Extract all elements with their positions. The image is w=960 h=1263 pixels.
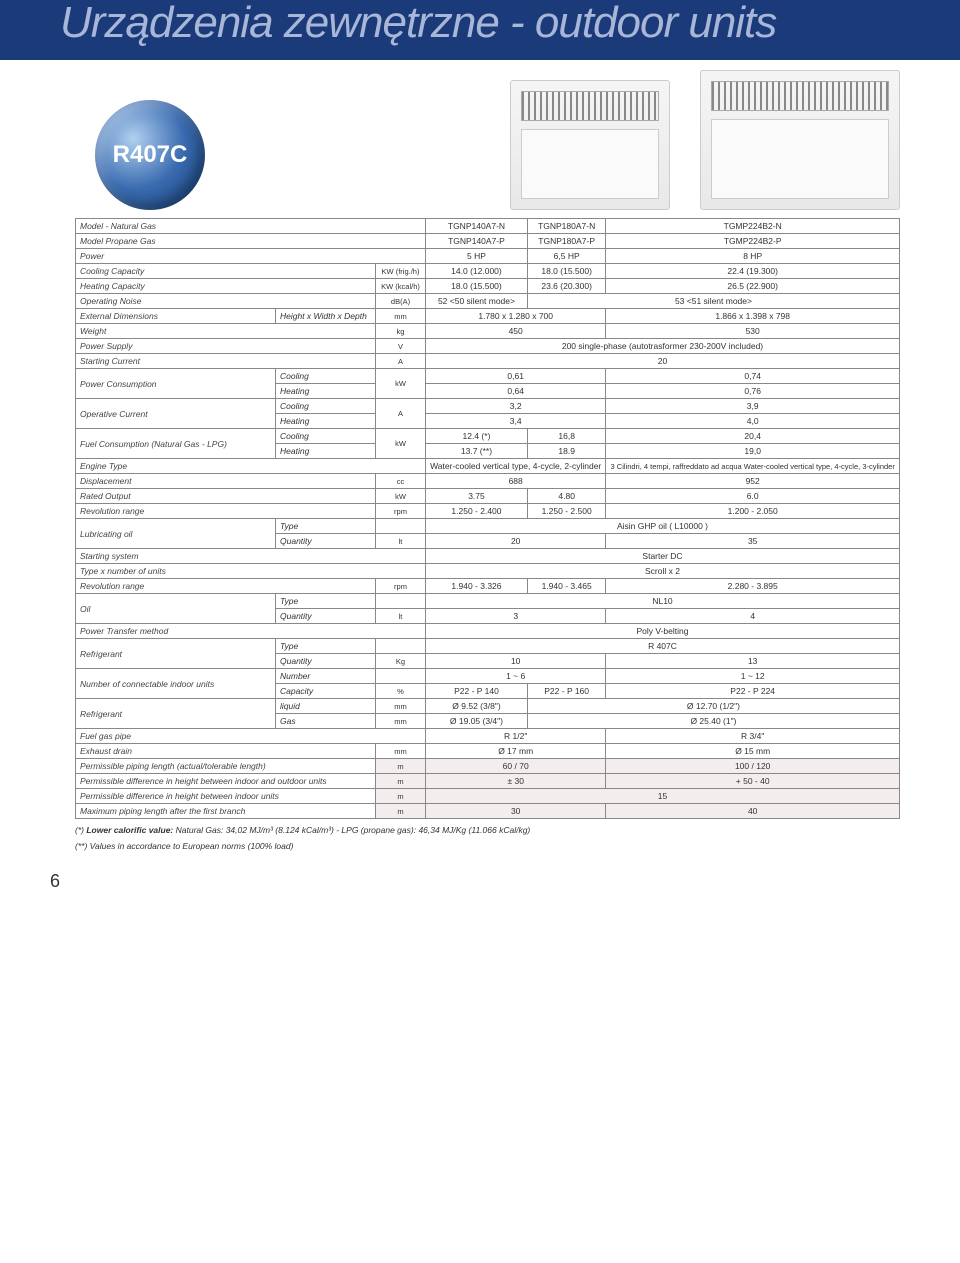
product-images-row: R407C bbox=[75, 70, 900, 210]
row-type-units: Type x number of units Scroll x 2 bbox=[76, 564, 900, 579]
row-max-pipe: Maximum piping length after the first br… bbox=[76, 804, 900, 819]
row-liquid: Refrigerant liquid mm Ø 9.52 (3/8") Ø 12… bbox=[76, 699, 900, 714]
row-oil-type: Oil Type NL10 bbox=[76, 594, 900, 609]
row-model-prop: Model Propane Gas TGNP140A7-P TGNP180A7-… bbox=[76, 234, 900, 249]
refrigerant-badge: R407C bbox=[95, 100, 205, 210]
row-pcons-cool: Power Consumption Cooling kW 0,61 0,74 bbox=[76, 369, 900, 384]
spec-table: Model - Natural Gas TGNP140A7-N TGNP180A… bbox=[75, 218, 900, 819]
row-refrig-type: Refrigerant Type R 407C bbox=[76, 639, 900, 654]
row-power: Power 5 HP 6,5 HP 8 HP bbox=[76, 249, 900, 264]
row-cooling-cap: Cooling Capacity KW (frig./h) 14.0 (12.0… bbox=[76, 264, 900, 279]
row-fuel-pipe: Fuel gas pipe R 1/2" R 3/4" bbox=[76, 729, 900, 744]
footnote-2: (**) Values in accordance to European no… bbox=[75, 841, 900, 851]
page-title: Urządzenia zewnętrzne - outdoor units bbox=[60, 0, 776, 48]
row-rated-out: Rated Output kW 3.75 4.80 6.0 bbox=[76, 489, 900, 504]
unit-image-2 bbox=[700, 70, 900, 210]
row-rev-range-eng: Revolution range rpm 1.250 - 2.400 1.250… bbox=[76, 504, 900, 519]
footnote-1: (*) Lower calorific value: Natural Gas: … bbox=[75, 825, 900, 835]
row-heating-cap: Heating Capacity KW (kcal/h) 18.0 (15.50… bbox=[76, 279, 900, 294]
row-perm-pipe: Permissible piping length (actual/tolera… bbox=[76, 759, 900, 774]
row-displacement: Displacement cc 688 952 bbox=[76, 474, 900, 489]
row-nciu-num: Number of connectable indoor units Numbe… bbox=[76, 669, 900, 684]
row-model-nat: Model - Natural Gas TGNP140A7-N TGNP180A… bbox=[76, 219, 900, 234]
row-perm-indoor: Permissible difference in height between… bbox=[76, 789, 900, 804]
row-weight: Weight kg 450 530 bbox=[76, 324, 900, 339]
page-number: 6 bbox=[50, 871, 960, 892]
row-opcurr-cool: Operative Current Cooling A 3,2 3,9 bbox=[76, 399, 900, 414]
row-rev-range-comp: Revolution range rpm 1.940 - 3.326 1.940… bbox=[76, 579, 900, 594]
row-start-curr: Starting Current A 20 bbox=[76, 354, 900, 369]
row-dims: External Dimensions Height x Width x Dep… bbox=[76, 309, 900, 324]
content-area: R407C Model - Natural Gas TGNP140A7-N TG… bbox=[0, 70, 960, 851]
row-exhaust: Exhaust drain mm Ø 17 mm Ø 15 mm bbox=[76, 744, 900, 759]
row-start-sys: Starting system Starter DC bbox=[76, 549, 900, 564]
row-fuel-cool: Fuel Consumption (Natural Gas - LPG) Coo… bbox=[76, 429, 900, 444]
row-psupply: Power Supply V 200 single-phase (autotra… bbox=[76, 339, 900, 354]
row-engine: Engine Type Water-cooled vertical type, … bbox=[76, 459, 900, 474]
row-ptm: Power Transfer method Poly V-belting bbox=[76, 624, 900, 639]
row-lub-type: Lubricating oil Type Aisin GHP oil ( L10… bbox=[76, 519, 900, 534]
row-perm-io: Permissible difference in height between… bbox=[76, 774, 900, 789]
row-noise: Operating Noise dB(A) 52 <50 silent mode… bbox=[76, 294, 900, 309]
unit-image-1 bbox=[510, 80, 670, 210]
